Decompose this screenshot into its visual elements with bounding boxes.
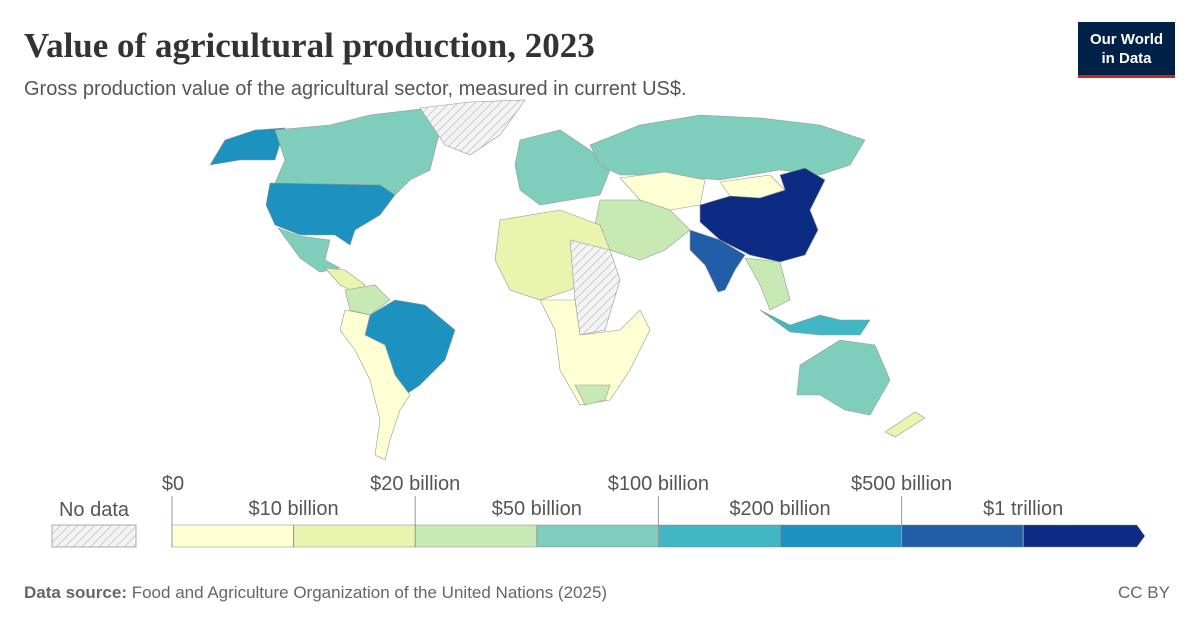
country (744, 257, 791, 311)
legend-label: $500 billion (851, 473, 952, 495)
country (344, 284, 391, 316)
logo-text: Our World (1090, 31, 1163, 48)
title: Value of agricultural production, 2023 (24, 26, 595, 65)
logo-text: in Data (1101, 50, 1152, 67)
legend-label: $20 billion (370, 473, 460, 495)
country (209, 127, 286, 166)
no-data-swatch (51, 524, 137, 548)
legend-bin (293, 524, 416, 548)
legend-bin (901, 524, 1024, 548)
country (277, 227, 341, 273)
country (589, 114, 866, 181)
country (689, 229, 746, 293)
country (514, 129, 611, 206)
no-data-region (419, 99, 526, 156)
country (274, 107, 441, 196)
no-data-label: No data (59, 499, 130, 521)
legend-bin (171, 524, 294, 548)
legend-bin (414, 524, 538, 548)
legend-label: $1 trillion (983, 498, 1063, 520)
country (574, 384, 611, 406)
license: CC BY (1118, 583, 1170, 602)
source: Data source: Food and Agriculture Organi… (24, 583, 607, 602)
country (884, 411, 926, 438)
legend: No data $0 $10 billion $20 billion $50 bill… (51, 473, 1146, 548)
subtitle: Gross production value of the agricultur… (24, 78, 687, 100)
country (759, 309, 871, 336)
source-text: Food and Agriculture Organization of the… (132, 583, 607, 602)
legend-bin (779, 524, 902, 548)
country (265, 182, 396, 246)
country (339, 309, 411, 461)
country (699, 167, 826, 263)
legend-bin (536, 524, 659, 548)
legend-bin (658, 524, 781, 548)
country (539, 299, 651, 406)
country (796, 339, 891, 416)
legend-label: $10 billion (249, 498, 339, 520)
logo[interactable]: Our World in Data (1078, 22, 1175, 78)
source-label: Data source: (24, 583, 127, 602)
legend-label: $50 billion (492, 498, 582, 520)
world-map (209, 99, 926, 461)
legend-label: $0 (162, 473, 184, 495)
legend-label: $200 billion (729, 498, 830, 520)
legend-label: $100 billion (608, 473, 709, 495)
legend-bin (1022, 524, 1146, 548)
